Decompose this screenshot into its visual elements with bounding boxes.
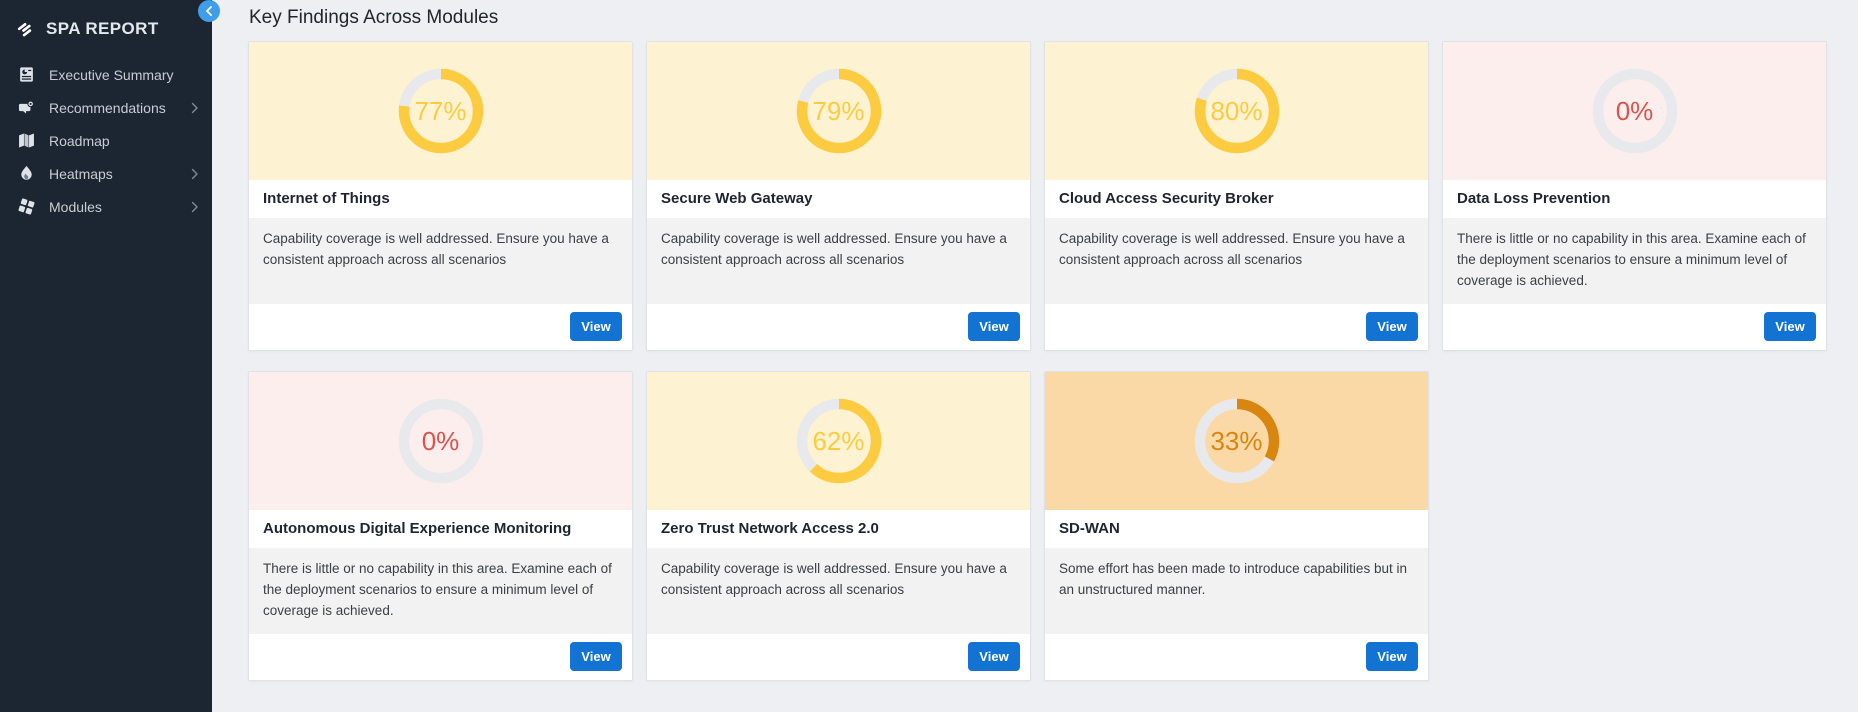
sidebar: SPA REPORT Executive Summary Recommendati… (0, 0, 220, 712)
sidebar-item-recommendations[interactable]: Recommendations (0, 91, 212, 124)
page-title: Key Findings Across Modules (249, 7, 499, 28)
card-title: Data Loss Prevention (1457, 190, 1611, 207)
card-header: 33% (1045, 372, 1428, 510)
sidebar-item-roadmap[interactable]: Roadmap (0, 124, 212, 157)
card-title: Secure Web Gateway (661, 190, 813, 207)
card-header: 0% (1443, 42, 1826, 180)
module-card: 80% Cloud Access Security Broker Capabilit… (1044, 41, 1429, 351)
sidebar-nav: Executive Summary Recommendations Roadmap H… (0, 58, 212, 223)
coverage-percent: 0% (421, 425, 460, 456)
card-description: There is little or no capability in this… (1443, 218, 1826, 304)
coverage-donut-chart: 79% (796, 68, 882, 154)
chevron-left-icon (205, 6, 213, 16)
view-button[interactable]: View (1366, 312, 1418, 341)
sidebar-item-label: Roadmap (49, 132, 110, 149)
sidebar-item-label: Executive Summary (49, 66, 174, 83)
card-description: Capability coverage is well addressed. E… (249, 218, 632, 304)
sidebar-item-executive-summary[interactable]: Executive Summary (0, 58, 212, 91)
card-header: 80% (1045, 42, 1428, 180)
card-title: Autonomous Digital Experience Monitoring (263, 520, 572, 537)
card-footer: View (1443, 304, 1826, 350)
sidebar-item-heatmaps[interactable]: Heatmaps (0, 157, 212, 190)
card-header: 62% (647, 372, 1030, 510)
card-title: Zero Trust Network Access 2.0 (661, 520, 879, 537)
coverage-donut-chart: 33% (1194, 398, 1280, 484)
main-content: Key Findings Across Modules 77% Internet … (212, 0, 1858, 712)
card-footer: View (249, 634, 632, 680)
card-description: Some effort has been made to introduce c… (1045, 548, 1428, 634)
card-footer: View (647, 634, 1030, 680)
brand: SPA REPORT (0, 0, 212, 44)
module-card: 0% Data Loss Prevention There is little or… (1442, 41, 1827, 351)
coverage-percent: 79% (812, 95, 865, 126)
coverage-donut-chart: 62% (796, 398, 882, 484)
coverage-percent: 77% (414, 95, 467, 126)
card-title: SD-WAN (1059, 520, 1120, 537)
module-card: 79% Secure Web Gateway Capability coverage… (646, 41, 1031, 351)
coverage-donut-chart: 0% (398, 398, 484, 484)
card-title: Cloud Access Security Broker (1059, 190, 1274, 207)
chevron-right-icon (191, 201, 199, 213)
card-description: Capability coverage is well addressed. E… (647, 218, 1030, 304)
module-card: 0% Autonomous Digital Experience Monitori… (248, 371, 633, 681)
card-footer: View (1045, 634, 1428, 680)
module-card: 33% SD-WAN Some effort has been made to in… (1044, 371, 1429, 681)
card-footer: View (249, 304, 632, 350)
view-button[interactable]: View (570, 642, 622, 671)
sidebar-item-label: Modules (49, 198, 102, 215)
report-icon (18, 66, 35, 83)
view-button[interactable]: View (968, 312, 1020, 341)
module-card: 62% Zero Trust Network Access 2.0 Capabili… (646, 371, 1031, 681)
coverage-donut-chart: 77% (398, 68, 484, 154)
card-description: There is little or no capability in this… (249, 548, 632, 634)
card-header: 77% (249, 42, 632, 180)
sidebar-item-modules[interactable]: Modules (0, 190, 212, 223)
coverage-percent: 0% (1615, 95, 1654, 126)
coverage-donut-chart: 80% (1194, 68, 1280, 154)
card-title: Internet of Things (263, 190, 390, 207)
card-footer: View (647, 304, 1030, 350)
module-card: 77% Internet of Things Capability coverage… (248, 41, 633, 351)
megaphone-icon (18, 99, 35, 116)
view-button[interactable]: View (570, 312, 622, 341)
coverage-percent: 33% (1210, 425, 1263, 456)
chevron-right-icon (191, 102, 199, 114)
sidebar-item-label: Heatmaps (49, 165, 113, 182)
modules-icon (18, 198, 35, 215)
sidebar-item-label: Recommendations (49, 99, 166, 116)
card-footer: View (1045, 304, 1428, 350)
card-header: 79% (647, 42, 1030, 180)
card-description: Capability coverage is well addressed. E… (647, 548, 1030, 634)
coverage-percent: 62% (812, 425, 865, 456)
chevron-right-icon (191, 168, 199, 180)
coverage-donut-chart: 0% (1592, 68, 1678, 154)
module-cards-grid: 77% Internet of Things Capability coverage… (248, 41, 1827, 681)
brand-logo-icon (17, 20, 34, 37)
view-button[interactable]: View (1366, 642, 1418, 671)
card-header: 0% (249, 372, 632, 510)
card-description: Capability coverage is well addressed. E… (1045, 218, 1428, 304)
coverage-percent: 80% (1210, 95, 1263, 126)
sidebar-collapse-button[interactable] (198, 0, 220, 22)
map-icon (18, 132, 35, 149)
brand-title: SPA REPORT (46, 18, 159, 38)
view-button[interactable]: View (1764, 312, 1816, 341)
flame-icon (18, 165, 35, 182)
view-button[interactable]: View (968, 642, 1020, 671)
